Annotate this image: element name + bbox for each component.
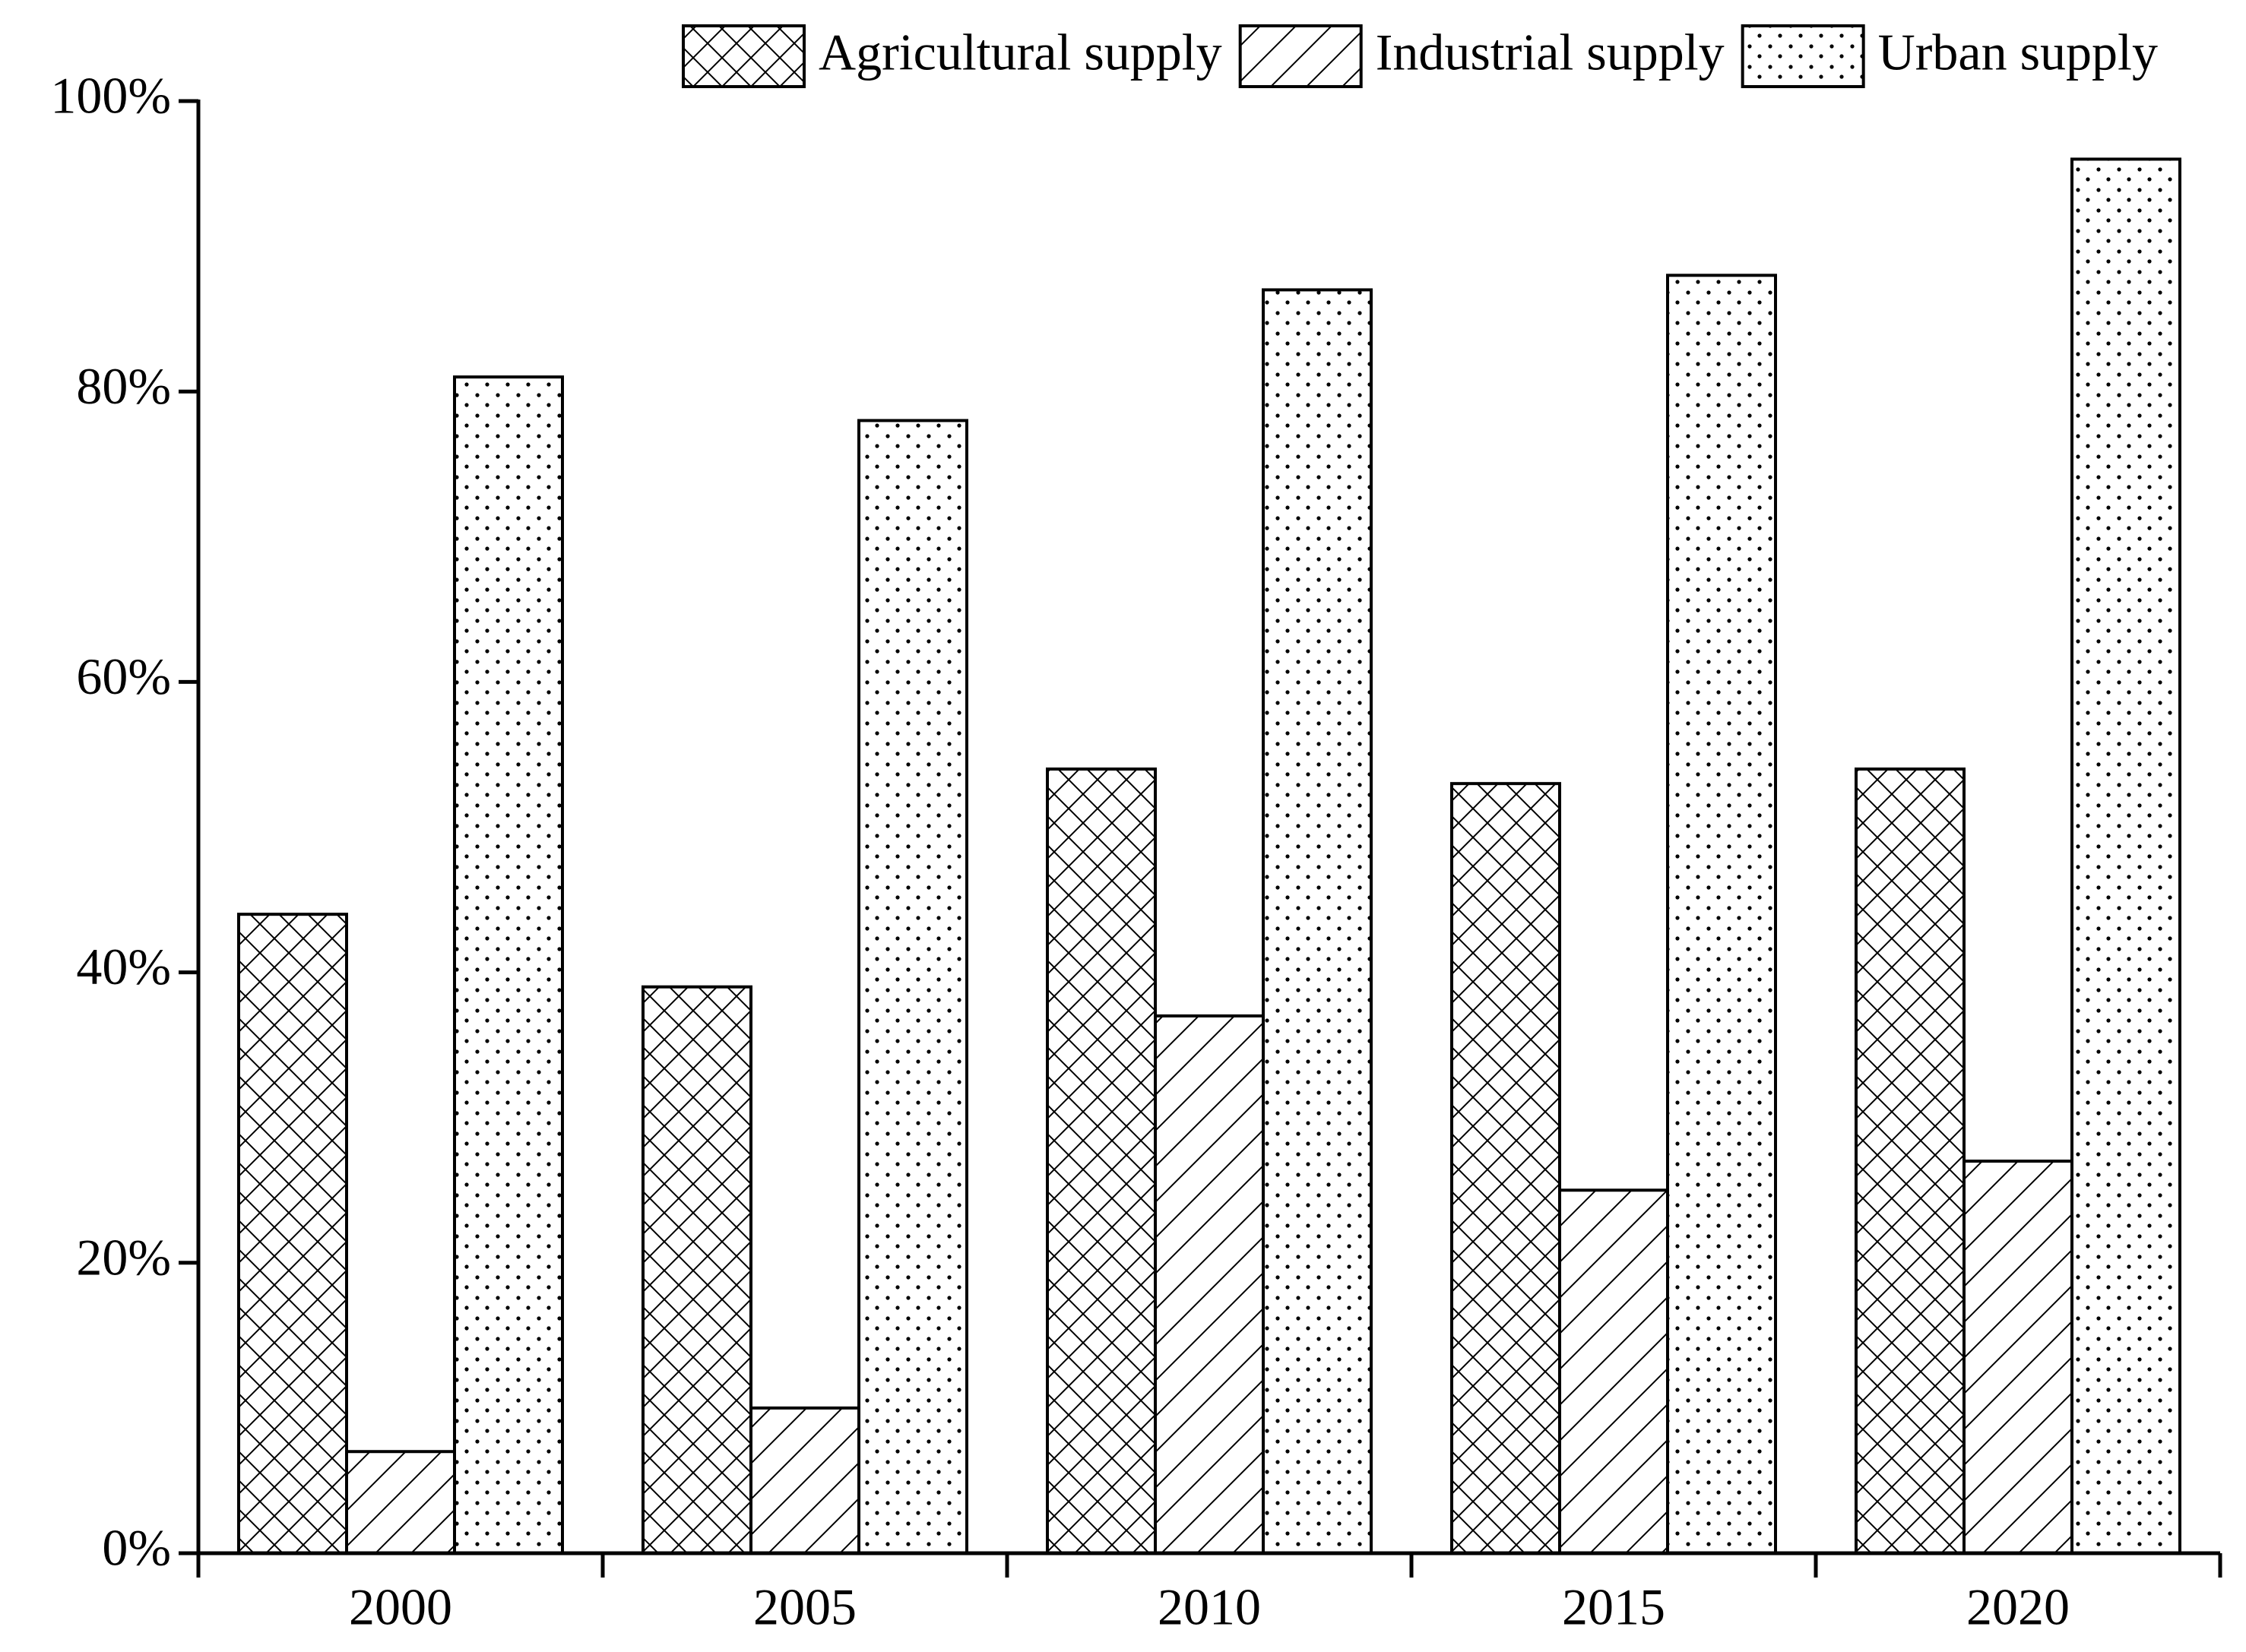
bar (641, 985, 752, 1555)
bar (2070, 157, 2181, 1555)
x-tick-label: 2000 (349, 1578, 452, 1636)
bar (1558, 1188, 1669, 1555)
legend-label: Urban supply (1878, 24, 2158, 81)
x-tick-label: 2010 (1158, 1578, 1261, 1636)
bar (1450, 782, 1561, 1555)
bar (345, 1450, 456, 1555)
bar (1855, 767, 1966, 1555)
y-tick-label: 0% (102, 1519, 171, 1577)
legend-label: Agricultural supply (819, 24, 1222, 81)
y-tick-label: 80% (76, 357, 171, 415)
legend-label: Industrial supply (1376, 24, 1725, 81)
x-tick-label: 2015 (1562, 1578, 1665, 1636)
bar (749, 1406, 860, 1555)
y-tick-label: 20% (76, 1228, 171, 1286)
y-tick-label: 40% (76, 938, 171, 995)
x-tick-label: 2005 (753, 1578, 857, 1636)
legend-swatch (1238, 24, 1363, 88)
legend-swatch (1741, 24, 1865, 88)
bar (1666, 274, 1777, 1555)
bar (1262, 288, 1373, 1555)
bar (1046, 767, 1157, 1555)
bar (1962, 1160, 2073, 1555)
bar (1154, 1014, 1265, 1555)
bar (453, 375, 564, 1555)
legend-swatch (682, 24, 806, 88)
bar (857, 419, 968, 1555)
x-tick-label: 2020 (1966, 1578, 2070, 1636)
y-tick-label: 60% (76, 647, 171, 705)
bar (237, 913, 348, 1555)
y-tick-label: 100% (50, 67, 171, 125)
